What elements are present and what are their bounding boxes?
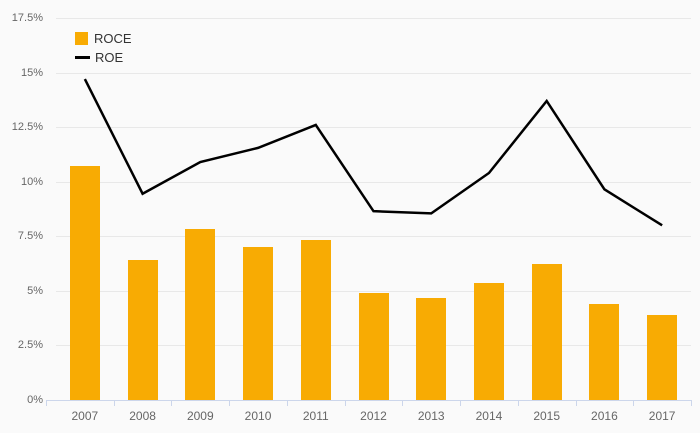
y-axis-tick-label: 15% (20, 66, 43, 79)
y-axis-tick-label: 17.5% (11, 12, 43, 24)
x-axis-tick (402, 400, 404, 406)
x-axis-tick (344, 400, 346, 406)
x-axis-label-2009: 2009 (186, 409, 214, 423)
x-axis-tick (575, 400, 577, 406)
roce-bar-2012[interactable] (358, 293, 389, 400)
x-axis-tick (691, 400, 692, 406)
x-axis-tick (460, 400, 462, 406)
y-axis-tick-label: 2.5% (17, 339, 43, 352)
roce-swatch-icon (75, 32, 88, 45)
roce-bar-2017[interactable] (647, 314, 678, 400)
y-axis-tick-label: 10% (20, 175, 43, 188)
x-axis-label-2011: 2011 (302, 409, 329, 423)
roce-bar-2015[interactable] (531, 263, 562, 400)
legend-item-roce[interactable]: ROCE (75, 29, 132, 48)
x-axis-label-2017: 2017 (648, 409, 676, 423)
x-axis-label-2010: 2010 (244, 409, 272, 423)
roe-line-icon (75, 56, 90, 59)
x-axis-label-2013: 2013 (417, 409, 445, 423)
x-axis-tick (286, 400, 288, 406)
legend-label-roce: ROCE (94, 31, 132, 46)
roce-bar-2008[interactable] (127, 260, 158, 400)
x-axis-tick (517, 400, 519, 406)
x-axis-label-2016: 2016 (591, 409, 618, 423)
legend: ROCE ROE (75, 29, 132, 67)
roce-bar-2011[interactable] (300, 239, 331, 400)
x-axis-tick (113, 400, 115, 406)
y-axis-tick-label: 12.5% (11, 121, 43, 134)
x-axis-tick (633, 400, 635, 406)
roce-bar-2007[interactable] (69, 166, 100, 400)
x-axis-label-2008: 2008 (129, 409, 156, 423)
x-axis-label-2007: 2007 (71, 409, 99, 423)
x-axis-tick (229, 400, 231, 406)
roe-line[interactable] (83, 78, 663, 227)
x-axis-label-2015: 2015 (533, 409, 561, 423)
roce-bar-2014[interactable] (473, 283, 504, 400)
roce-bar-2013[interactable] (416, 298, 447, 400)
y-axis-tick-label: 5% (27, 284, 43, 297)
roce-bar-2016[interactable] (589, 303, 620, 400)
x-axis-label-2012: 2012 (360, 409, 387, 423)
roce-bar-2010[interactable] (243, 247, 274, 400)
y-axis-tick-label: 7.5% (17, 230, 43, 243)
legend-item-roe[interactable]: ROE (75, 48, 132, 67)
x-axis-tick (46, 400, 47, 406)
x-axis-tick (171, 400, 173, 406)
roce-bar-2009[interactable] (185, 228, 216, 400)
x-axis-line (46, 400, 691, 401)
legend-label-roe: ROE (95, 50, 124, 65)
x-axis-label-2014: 2014 (475, 409, 503, 423)
y-axis-tick-label: 0% (27, 394, 43, 406)
